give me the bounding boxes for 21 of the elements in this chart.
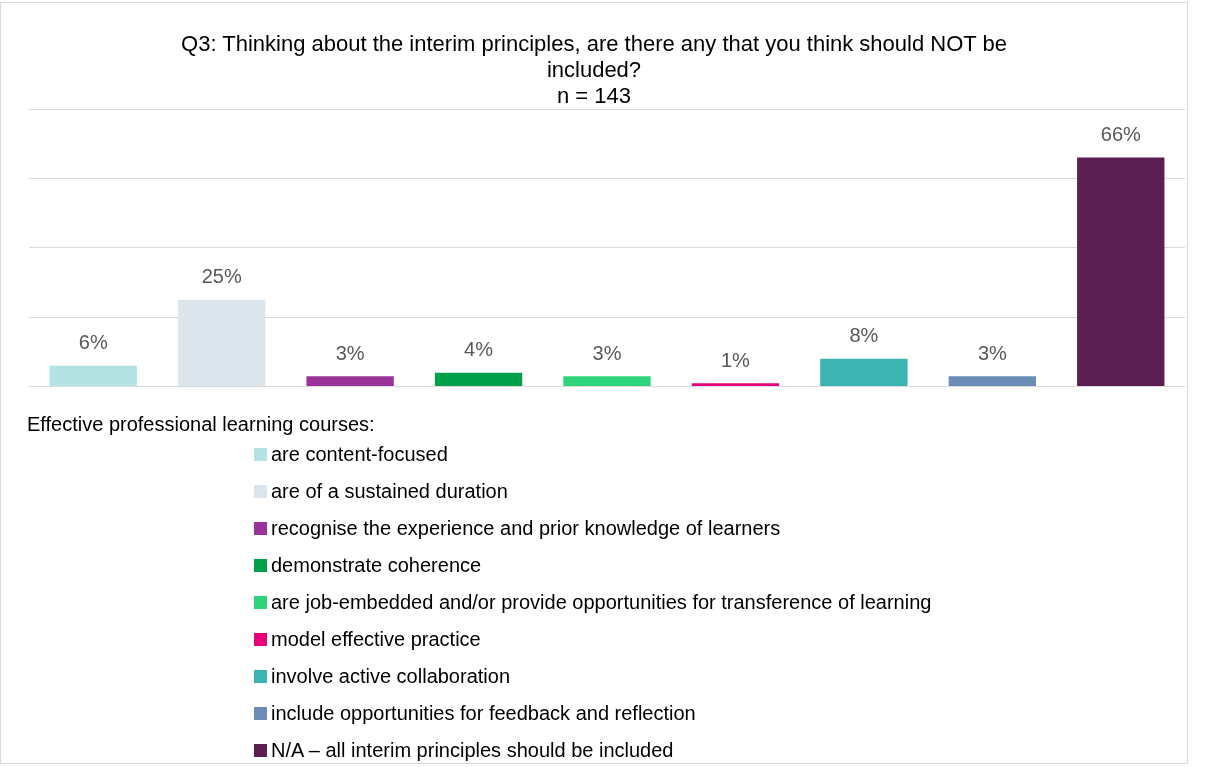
- legend-label: are of a sustained duration: [271, 480, 508, 503]
- chart-subtitle: n = 143: [556, 83, 632, 109]
- legend-label: include opportunities for feedback and reflection: [271, 702, 696, 725]
- data-label: 3%: [977, 341, 1007, 364]
- legend-label: demonstrate coherence: [271, 554, 482, 577]
- legend-label: model effective practice: [271, 628, 481, 651]
- data-label: 25%: [201, 265, 242, 288]
- legend-title: Effective professional learning courses:: [27, 413, 376, 436]
- legend-label: involve active collaboration: [271, 665, 511, 688]
- data-label: 3%: [335, 341, 365, 364]
- legend-label: N/A – all interim principles should be included: [271, 739, 674, 762]
- data-label: 1%: [720, 348, 751, 371]
- legend-label: are job-embedded and/or provide opportunities for transference of learning: [271, 591, 932, 614]
- data-label: 3%: [592, 341, 622, 364]
- data-label: 66%: [1100, 123, 1142, 146]
- legend-label: are content-focused: [271, 443, 448, 466]
- legend-label: recognise the experience and prior knowledge of learners: [271, 517, 781, 540]
- data-label: 6%: [78, 331, 108, 354]
- data-label: 8%: [849, 324, 879, 347]
- data-label: 4%: [464, 338, 494, 361]
- chart-title: Q3: Thinking about the interim principles, are there any that you think should NOT be included?: [180, 31, 1008, 83]
